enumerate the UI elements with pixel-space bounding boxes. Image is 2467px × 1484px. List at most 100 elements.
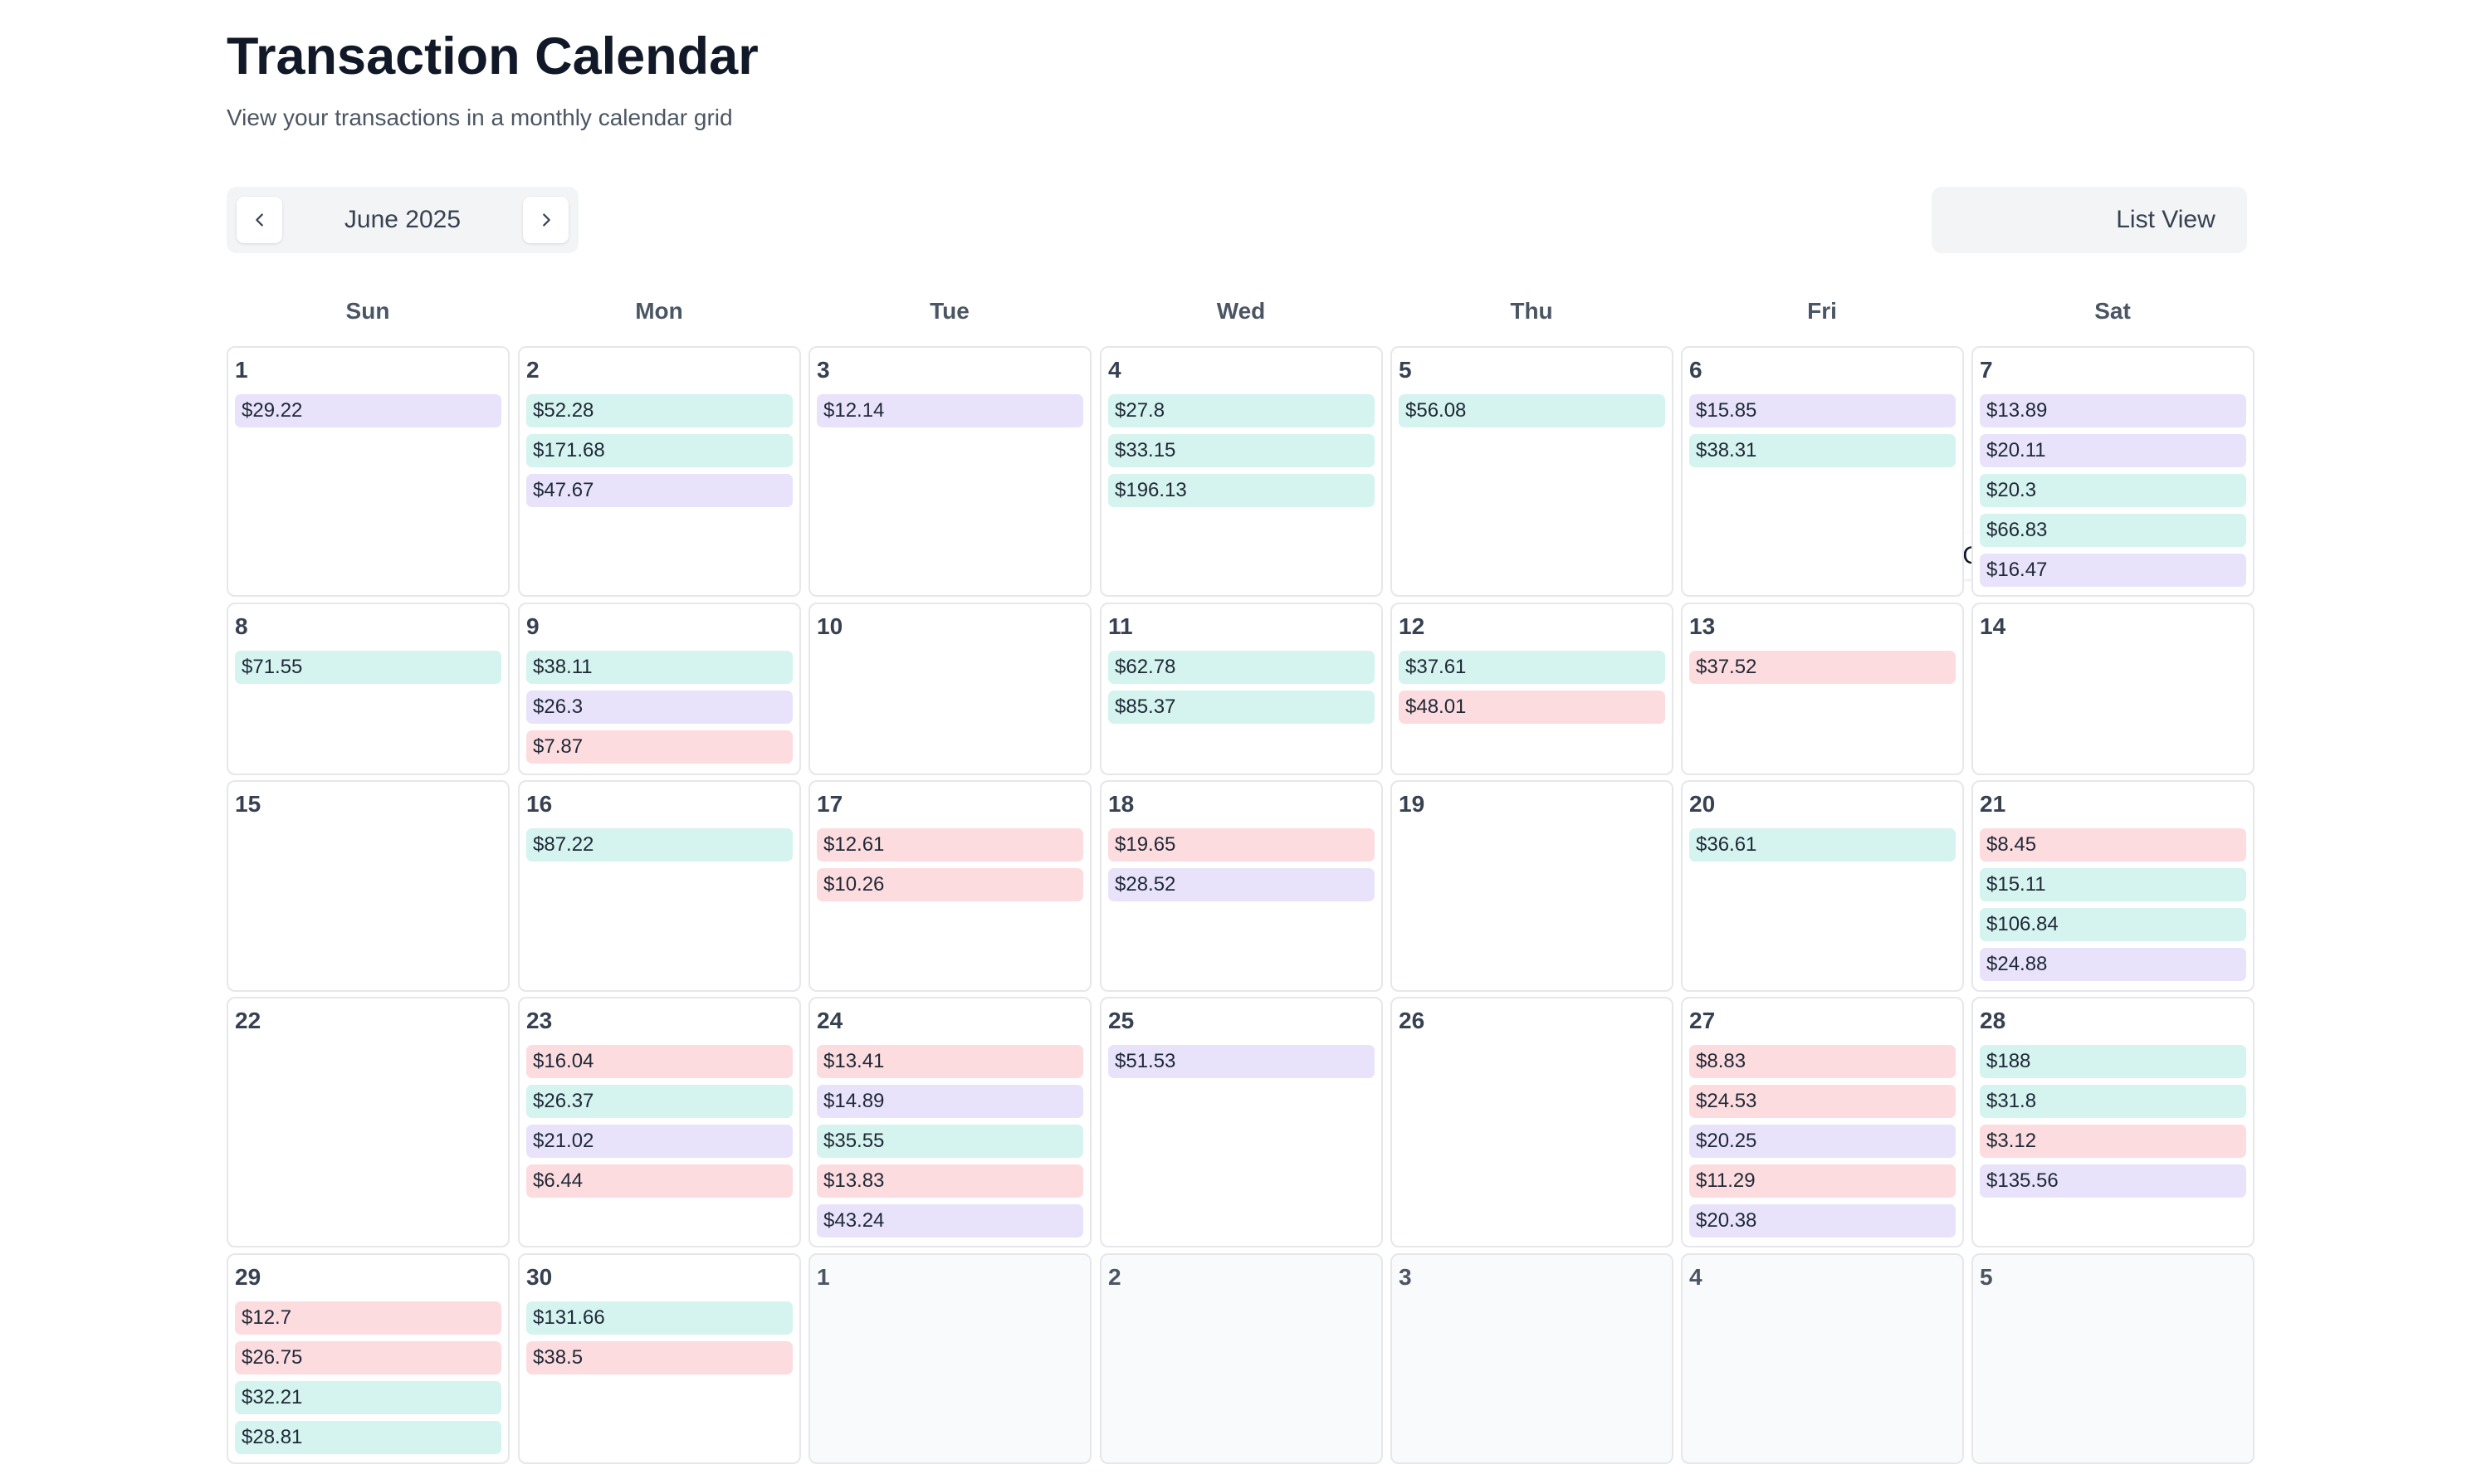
day-cell[interactable]: 25 $51.53 <box>1100 997 1383 1247</box>
transaction-chip[interactable]: $36.61 <box>1689 828 1956 862</box>
day-cell[interactable]: 1 $29.22 <box>227 346 510 597</box>
transaction-chip[interactable]: $24.53 <box>1689 1085 1956 1118</box>
day-cell[interactable]: 4 $27.8 $33.15 $196.13 <box>1100 346 1383 597</box>
list-view-button[interactable]: List View <box>2116 206 2215 233</box>
transaction-chip[interactable]: $51.53 <box>1108 1045 1375 1078</box>
prev-month-button[interactable] <box>237 197 282 243</box>
transaction-chip[interactable]: $13.41 <box>817 1045 1083 1078</box>
day-cell[interactable]: 16 $87.22 <box>518 780 801 992</box>
transaction-chip[interactable]: $188 <box>1980 1045 2246 1078</box>
transaction-chip[interactable]: $6.44 <box>526 1164 793 1198</box>
transaction-chip[interactable]: $171.68 <box>526 434 793 467</box>
day-cell[interactable]: 20 $36.61 <box>1681 780 1964 992</box>
transaction-chip[interactable]: $37.52 <box>1689 651 1956 684</box>
day-cell-outside-month[interactable]: 1 <box>808 1253 1092 1464</box>
transaction-chip[interactable]: $20.25 <box>1689 1125 1956 1158</box>
day-cell[interactable]: 7 $13.89 $20.11 $20.3 $66.83 $16.47 <box>1971 346 2254 597</box>
transaction-chip[interactable]: $37.61 <box>1399 651 1665 684</box>
day-cell[interactable]: 11 $62.78 $85.37 <box>1100 603 1383 775</box>
transaction-chip[interactable]: $14.89 <box>817 1085 1083 1118</box>
transaction-chip[interactable]: $35.55 <box>817 1125 1083 1158</box>
day-cell-outside-month[interactable]: 3 <box>1390 1253 1673 1464</box>
day-cell[interactable]: 22 <box>227 997 510 1247</box>
day-cell-outside-month[interactable]: 2 <box>1100 1253 1383 1464</box>
day-cell[interactable]: 2 $52.28 $171.68 $47.67 <box>518 346 801 597</box>
transaction-chip[interactable]: $16.04 <box>526 1045 793 1078</box>
transaction-chip[interactable]: $13.89 <box>1980 394 2246 427</box>
day-cell[interactable]: 9 $38.11 $26.3 $7.87 <box>518 603 801 775</box>
transaction-chip[interactable]: $10.26 <box>817 868 1083 901</box>
transaction-chip[interactable]: $7.87 <box>526 730 793 764</box>
transaction-chip[interactable]: $71.55 <box>235 651 501 684</box>
transaction-chip[interactable]: $3.12 <box>1980 1125 2246 1158</box>
transaction-chip[interactable]: $135.56 <box>1980 1164 2246 1198</box>
transaction-chip[interactable]: $21.02 <box>526 1125 793 1158</box>
transaction-chip[interactable]: $66.83 <box>1980 514 2246 547</box>
transaction-chip[interactable]: $12.7 <box>235 1301 501 1335</box>
day-cell[interactable]: 14 <box>1971 603 2254 775</box>
transaction-chip[interactable]: $11.29 <box>1689 1164 1956 1198</box>
transaction-chip[interactable]: $62.78 <box>1108 651 1375 684</box>
day-cell[interactable]: 24 $13.41 $14.89 $35.55 $13.83 $43.24 <box>808 997 1092 1247</box>
transaction-chip[interactable]: $20.11 <box>1980 434 2246 467</box>
transaction-chip[interactable]: $28.52 <box>1108 868 1375 901</box>
day-cell[interactable]: 19 <box>1390 780 1673 992</box>
transaction-chip[interactable]: $27.8 <box>1108 394 1375 427</box>
transaction-chip[interactable]: $24.88 <box>1980 948 2246 981</box>
day-cell[interactable]: 3 $12.14 <box>808 346 1092 597</box>
transaction-chip[interactable]: $56.08 <box>1399 394 1665 427</box>
transaction-chip[interactable]: $29.22 <box>235 394 501 427</box>
transaction-chip[interactable]: $38.11 <box>526 651 793 684</box>
day-cell-outside-month[interactable]: 4 <box>1681 1253 1964 1464</box>
transaction-chip[interactable]: $38.31 <box>1689 434 1956 467</box>
transaction-chip[interactable]: $47.67 <box>526 474 793 507</box>
transaction-chip[interactable]: $131.66 <box>526 1301 793 1335</box>
transaction-chip[interactable]: $87.22 <box>526 828 793 862</box>
transaction-chip[interactable]: $33.15 <box>1108 434 1375 467</box>
day-cell[interactable]: 21 $8.45 $15.11 $106.84 $24.88 <box>1971 780 2254 992</box>
day-cell[interactable]: 29 $12.7 $26.75 $32.21 $28.81 <box>227 1253 510 1464</box>
day-cell[interactable]: 23 $16.04 $26.37 $21.02 $6.44 <box>518 997 801 1247</box>
day-cell[interactable]: 10 <box>808 603 1092 775</box>
transaction-chip[interactable]: $28.81 <box>235 1421 501 1454</box>
transaction-chip[interactable]: $13.83 <box>817 1164 1083 1198</box>
transaction-chip[interactable]: $31.8 <box>1980 1085 2246 1118</box>
transaction-chip[interactable]: $32.21 <box>235 1381 501 1414</box>
day-cell[interactable]: 28 $188 $31.8 $3.12 $135.56 <box>1971 997 2254 1247</box>
day-cell[interactable]: 6 $15.85 $38.31 <box>1681 346 1964 597</box>
transaction-chip[interactable]: $26.37 <box>526 1085 793 1118</box>
day-cell[interactable]: 30 $131.66 $38.5 <box>518 1253 801 1464</box>
transaction-chip[interactable]: $26.3 <box>526 691 793 724</box>
transaction-chip[interactable]: $26.75 <box>235 1341 501 1374</box>
transaction-chip[interactable]: $48.01 <box>1399 691 1665 724</box>
day-cell[interactable]: 18 $19.65 $28.52 <box>1100 780 1383 992</box>
transaction-list: $12.14 <box>817 394 1083 434</box>
transaction-chip[interactable]: $20.3 <box>1980 474 2246 507</box>
transaction-chip[interactable]: $15.11 <box>1980 868 2246 901</box>
day-cell-outside-month[interactable]: 5 <box>1971 1253 2254 1464</box>
transaction-chip[interactable]: $43.24 <box>817 1204 1083 1237</box>
day-cell[interactable]: 13 $37.52 <box>1681 603 1964 775</box>
transaction-chip[interactable]: $196.13 <box>1108 474 1375 507</box>
transaction-chip[interactable]: $12.61 <box>817 828 1083 862</box>
day-cell[interactable]: 8 $71.55 <box>227 603 510 775</box>
transaction-chip[interactable]: $19.65 <box>1108 828 1375 862</box>
transaction-chip[interactable]: $15.85 <box>1689 394 1956 427</box>
next-month-button[interactable] <box>523 197 569 243</box>
transaction-chip[interactable]: $52.28 <box>526 394 793 427</box>
weekday-header-wed: Wed <box>1216 298 1266 324</box>
transaction-chip[interactable]: $8.83 <box>1689 1045 1956 1078</box>
transaction-chip[interactable]: $38.5 <box>526 1341 793 1374</box>
transaction-chip[interactable]: $20.38 <box>1689 1204 1956 1237</box>
day-cell[interactable]: 15 <box>227 780 510 992</box>
transaction-chip[interactable]: $8.45 <box>1980 828 2246 862</box>
day-cell[interactable]: 27 $8.83 $24.53 $20.25 $11.29 $20.38 <box>1681 997 1964 1247</box>
transaction-chip[interactable]: $12.14 <box>817 394 1083 427</box>
transaction-chip[interactable]: $85.37 <box>1108 691 1375 724</box>
transaction-chip[interactable]: $106.84 <box>1980 908 2246 941</box>
day-cell[interactable]: 12 $37.61 $48.01 <box>1390 603 1673 775</box>
day-cell[interactable]: 26 <box>1390 997 1673 1247</box>
day-cell[interactable]: 17 $12.61 $10.26 <box>808 780 1092 992</box>
day-cell[interactable]: 5 $56.08 <box>1390 346 1673 597</box>
transaction-chip[interactable]: $16.47 <box>1980 554 2246 587</box>
